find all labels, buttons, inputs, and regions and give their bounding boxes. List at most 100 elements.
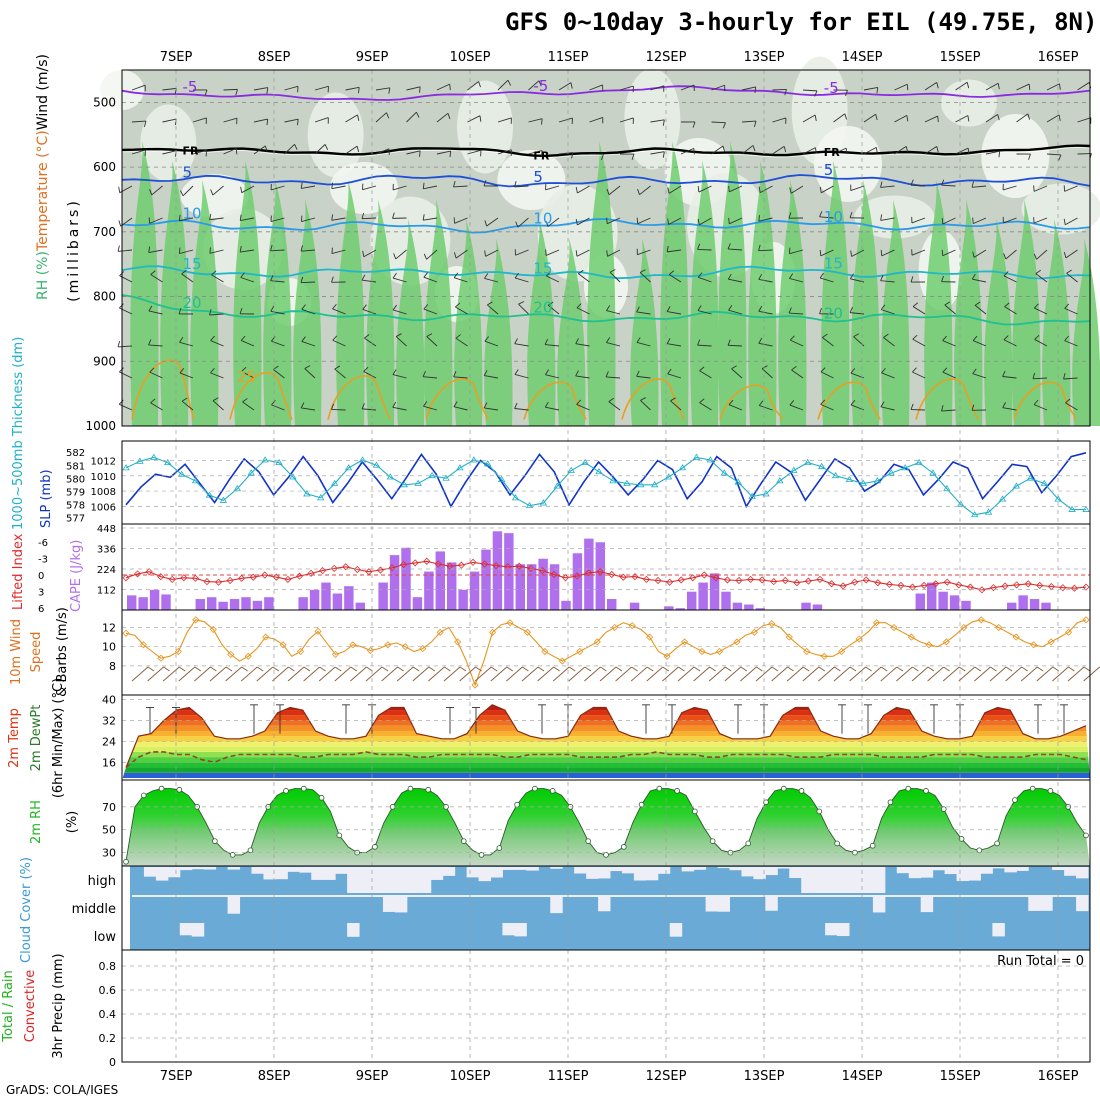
wind-barb-flag (392, 369, 397, 375)
wind-barb (911, 249, 926, 256)
surface-wind-barb-flag (880, 666, 888, 672)
cloud-cell (1076, 895, 1089, 912)
cape-bar (698, 582, 708, 610)
wind-barb (209, 313, 224, 316)
wind-speed-point (628, 622, 636, 630)
rh-point (123, 858, 129, 865)
top-day-label: 13SEP (744, 50, 785, 65)
wind-barb-flag (515, 221, 519, 228)
wind-barb-flag (1033, 253, 1037, 260)
lifted-index-point (654, 576, 662, 585)
thickness-point (998, 495, 1007, 502)
lifted-index-point (770, 578, 778, 586)
wind-barb-flag (666, 306, 671, 312)
isotherm-label: FR (533, 150, 550, 163)
surface-wind-barb (303, 666, 320, 682)
wind-barb-flag (849, 211, 853, 218)
wind-barb (436, 150, 451, 155)
wind-barb (924, 115, 938, 123)
thickness-point (386, 473, 395, 480)
lifted-index-point (492, 562, 500, 570)
temp-band (122, 710, 1090, 716)
lifted-index-point (388, 564, 396, 572)
cape-ytick: 112 (97, 586, 116, 597)
wind-barb (453, 185, 468, 188)
wind-barb-flag (209, 247, 211, 254)
rh-moist-column (748, 160, 777, 427)
wind-barb-flag (150, 398, 156, 404)
wind-barb-flag (423, 401, 428, 407)
surface-wind-barb (693, 666, 710, 682)
wind-barb (1046, 153, 1061, 156)
wind-barb (514, 343, 529, 347)
wind-barb (117, 345, 133, 348)
cape-bar (572, 553, 583, 610)
wind-barb-flag (331, 403, 335, 410)
lifted-index-point (376, 566, 385, 574)
wind-barb (821, 185, 834, 194)
surface-wind-barb (1067, 666, 1085, 682)
rh-point (1083, 832, 1089, 839)
wind-barb-flag (210, 335, 215, 341)
wind-barb-flag (575, 338, 579, 344)
wind-barb-flag (753, 120, 757, 127)
bottom-day-label: 11SEP (548, 1069, 589, 1084)
thickness-point (692, 453, 701, 460)
wind-barb (699, 402, 712, 411)
bottom-day-label: 8SEP (258, 1069, 291, 1084)
wind-barb (436, 112, 449, 123)
thickness-line (125, 456, 1086, 516)
wind-barb-flag (541, 118, 543, 125)
lifted-index-point (411, 559, 419, 567)
wind-barb-flag (331, 214, 334, 221)
thickness-point (539, 499, 548, 506)
wind-barb-flag (667, 368, 672, 375)
cloud-cell (729, 895, 742, 897)
cloud-cell (311, 867, 324, 880)
cape-ylabel: CAPE (J/kg) (69, 540, 84, 612)
cape-bar (607, 599, 617, 610)
wind-barb (761, 368, 773, 379)
thickness-point (831, 471, 840, 479)
wind-barb (955, 115, 969, 123)
upper-air-ytick: 700 (93, 225, 116, 239)
wind-barb-flag (570, 82, 573, 89)
thickness-point (136, 457, 144, 464)
wind-barb (300, 281, 316, 284)
wind-barb (301, 217, 316, 223)
surface-wind-barb (194, 666, 211, 682)
wind-barb-flag (324, 144, 329, 151)
cape-bar (1018, 595, 1028, 610)
surface-wind-barb-flag (163, 666, 170, 672)
wind-barb-flag (297, 119, 299, 126)
rh-moist-column (1042, 218, 1071, 426)
wind-barb (332, 339, 346, 347)
wind-barb-flag (363, 367, 369, 372)
wind-barb-flag (667, 218, 670, 225)
surface-wind-barb-flag (350, 666, 358, 672)
wind-barb (711, 84, 725, 91)
isotherm-25-loop (915, 378, 979, 420)
lifted-index-point (897, 581, 905, 590)
wind-speed-point (122, 629, 130, 637)
lifted-index-point (1036, 581, 1044, 590)
cloud-cell (143, 867, 157, 877)
cloud-cell (777, 895, 790, 897)
wind-barb-flag (815, 147, 817, 154)
cloud-cell (849, 895, 862, 897)
cape-bar (549, 564, 560, 610)
cloud-cell (801, 895, 814, 897)
wind-barb (880, 406, 895, 411)
thickness-point (177, 470, 186, 477)
wind-barb (1034, 339, 1048, 347)
surface-wind-barb (412, 666, 430, 682)
cloud-cell (825, 895, 838, 897)
precip-ylabel: 3hr Precip (mm) (51, 953, 66, 1058)
rh-point (869, 842, 876, 849)
rh-point (692, 808, 698, 815)
wind-barb (331, 408, 346, 411)
wind-barb-flag (697, 243, 701, 250)
wind-barb (607, 249, 621, 257)
wind-speed-point (471, 681, 479, 689)
wind-barb-flag (636, 370, 640, 377)
